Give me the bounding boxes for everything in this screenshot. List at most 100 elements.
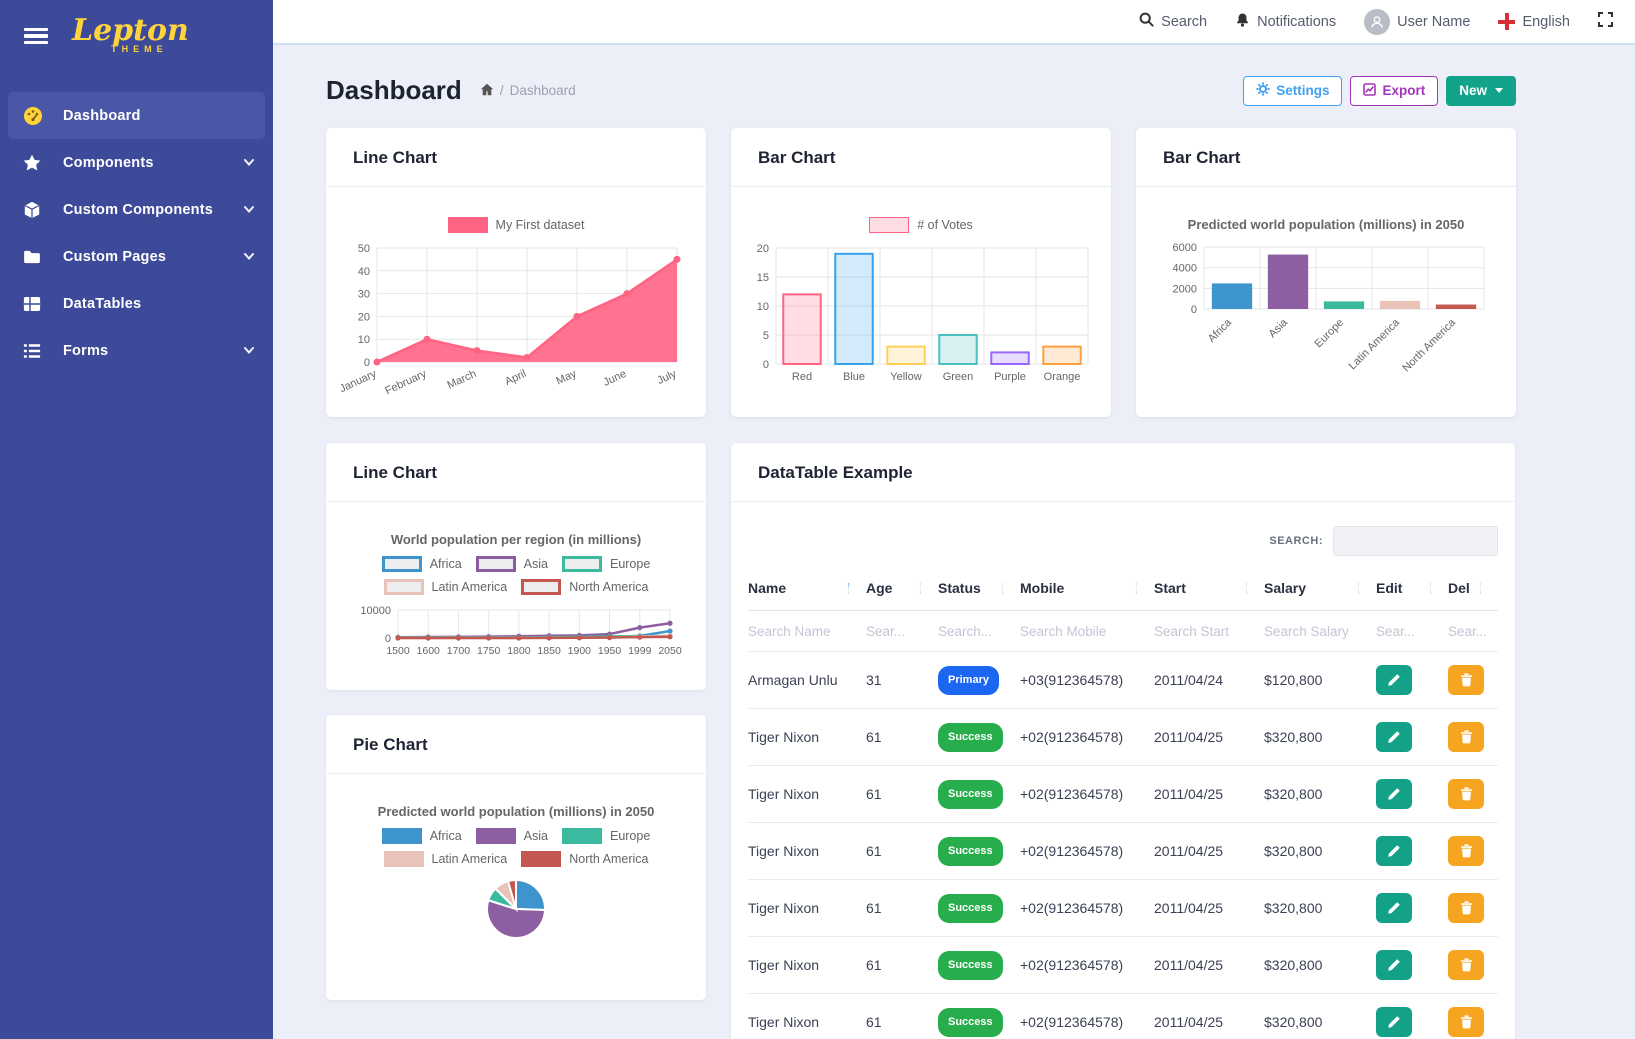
sort-arrows-icon[interactable]: ↑ ↓: [1428, 580, 1433, 596]
card-datatable: DataTable Example SEARCH: Name ↑ ↓ Age ↑ ↓ Sta…: [731, 443, 1515, 1039]
svg-text:50: 50: [358, 243, 370, 255]
legend-item[interactable]: Europe: [561, 828, 650, 844]
filter-input-status[interactable]: [938, 624, 1012, 639]
cell-name: Tiger Nixon: [748, 765, 866, 823]
sidebar-item-custom-pages[interactable]: Custom Pages: [0, 233, 273, 280]
svg-text:6000: 6000: [1173, 242, 1197, 254]
column-header-start[interactable]: Start ↑ ↓: [1154, 572, 1264, 611]
delete-button[interactable]: [1448, 893, 1484, 923]
sidebar-item-custom-components[interactable]: Custom Components: [0, 186, 273, 233]
breadcrumb-separator: /: [499, 83, 504, 98]
edit-button[interactable]: [1376, 779, 1412, 809]
filter-input-name[interactable]: [748, 624, 858, 639]
sidebar-item-components[interactable]: Components: [0, 139, 273, 186]
legend-item[interactable]: Africa: [381, 828, 462, 844]
legend-item[interactable]: Africa: [381, 556, 462, 572]
column-header-age[interactable]: Age ↑ ↓: [866, 572, 938, 611]
legend-item[interactable]: North America: [521, 851, 648, 867]
sort-arrows-icon[interactable]: ↑ ↓: [1356, 580, 1361, 596]
cell-del: [1448, 936, 1498, 994]
svg-text:April: April: [503, 368, 528, 388]
delete-button[interactable]: [1448, 779, 1484, 809]
filter-input-mobile[interactable]: [1020, 624, 1146, 639]
edit-button[interactable]: [1376, 893, 1412, 923]
column-header-salary[interactable]: Salary ↑ ↓: [1264, 572, 1376, 611]
export-button[interactable]: Export: [1350, 75, 1439, 106]
sidebar-item-label: Custom Pages: [63, 248, 167, 265]
delete-button[interactable]: [1448, 950, 1484, 980]
cell-edit: [1376, 822, 1448, 880]
legend-item[interactable]: Asia: [475, 828, 548, 844]
cell-salary: $320,800: [1264, 822, 1376, 880]
cell-age: 31: [866, 651, 938, 709]
cell-del: [1448, 879, 1498, 937]
table-row: Armagan Unlu 31 Primary +03(912364578) 2011/…: [748, 651, 1498, 709]
sidebar-item-forms[interactable]: Forms: [0, 327, 273, 374]
table-body: Armagan Unlu 31 Primary +03(912364578) 2011/…: [748, 651, 1498, 1039]
legend-item[interactable]: # of Votes: [869, 217, 973, 233]
legend-item[interactable]: Asia: [475, 556, 548, 572]
chart-title: Predicted world population (millions) in…: [1187, 217, 1465, 232]
sort-arrows-icon[interactable]: ↑ ↓: [846, 580, 851, 596]
legend-item[interactable]: North America: [521, 579, 648, 595]
export-button-label: Export: [1382, 83, 1426, 98]
filter-input-edit[interactable]: [1376, 624, 1440, 639]
column-label: Age: [866, 580, 893, 596]
new-button[interactable]: New: [1446, 75, 1516, 106]
status-badge: Success: [938, 1007, 1003, 1037]
edit-button[interactable]: [1376, 665, 1412, 695]
hamburger-menu-icon[interactable]: [24, 25, 48, 47]
edit-button[interactable]: [1376, 836, 1412, 866]
brand-logo[interactable]: Lepton THEME: [72, 13, 189, 55]
legend-swatch: [521, 579, 562, 595]
column-label: Del: [1448, 580, 1470, 596]
column-header-mobile[interactable]: Mobile ↑ ↓: [1020, 572, 1154, 611]
svg-text:North America: North America: [1400, 316, 1458, 374]
cell-salary: $320,800: [1264, 879, 1376, 937]
legend-item[interactable]: My First dataset: [447, 217, 584, 233]
sort-arrows-icon[interactable]: ↑ ↓: [1000, 580, 1005, 596]
fullscreen-button[interactable]: [1598, 12, 1613, 31]
home-icon[interactable]: [480, 83, 494, 99]
edit-button[interactable]: [1376, 722, 1412, 752]
header-notifications[interactable]: Notifications: [1235, 12, 1336, 32]
filter-input-start[interactable]: [1154, 624, 1256, 639]
header-search[interactable]: Search: [1139, 12, 1207, 31]
delete-button[interactable]: [1448, 722, 1484, 752]
sort-arrows-icon[interactable]: ↑ ↓: [1244, 580, 1249, 596]
filter-input-age[interactable]: [866, 624, 930, 639]
legend-swatch: [561, 556, 602, 572]
edit-button[interactable]: [1376, 1007, 1412, 1037]
legend-item[interactable]: Europe: [561, 556, 650, 572]
legend-swatch: [521, 851, 562, 867]
filter-input-del[interactable]: [1448, 624, 1490, 639]
settings-button[interactable]: Settings: [1243, 75, 1343, 106]
delete-button[interactable]: [1448, 836, 1484, 866]
column-header-del[interactable]: Del ↑ ↓: [1448, 572, 1498, 611]
brand-name: Lepton: [72, 13, 189, 48]
sidebar-item-dashboard[interactable]: Dashboard: [8, 92, 265, 139]
sort-arrows-icon[interactable]: ↑ ↓: [1478, 580, 1483, 596]
edit-button[interactable]: [1376, 950, 1412, 980]
sidebar-item-datatables[interactable]: DataTables: [0, 280, 273, 327]
svg-text:2050: 2050: [658, 645, 682, 657]
sort-arrows-icon[interactable]: ↑ ↓: [918, 580, 923, 596]
chart-title: Predicted world population (millions) in…: [377, 804, 655, 819]
top-header: Search Notifications User Name English: [273, 0, 1635, 45]
column-header-edit[interactable]: Edit ↑ ↓: [1376, 572, 1448, 611]
header-language[interactable]: English: [1498, 13, 1570, 30]
sort-arrows-icon[interactable]: ↑ ↓: [1134, 580, 1139, 596]
filter-input-salary[interactable]: [1264, 624, 1368, 639]
delete-button[interactable]: [1448, 1007, 1484, 1037]
delete-button[interactable]: [1448, 665, 1484, 695]
sidebar-item-label: Dashboard: [63, 107, 141, 124]
sidebar-item-label: Components: [63, 154, 154, 171]
legend-item[interactable]: Latin America: [383, 851, 507, 867]
svg-text:Europe: Europe: [1313, 317, 1347, 351]
header-user[interactable]: User Name: [1364, 8, 1470, 35]
legend-item[interactable]: Latin America: [383, 579, 507, 595]
column-header-status[interactable]: Status ↑ ↓: [938, 572, 1020, 611]
column-header-name[interactable]: Name ↑ ↓: [748, 572, 866, 611]
svg-text:Africa: Africa: [1206, 316, 1235, 345]
table-search-input[interactable]: [1333, 526, 1498, 556]
